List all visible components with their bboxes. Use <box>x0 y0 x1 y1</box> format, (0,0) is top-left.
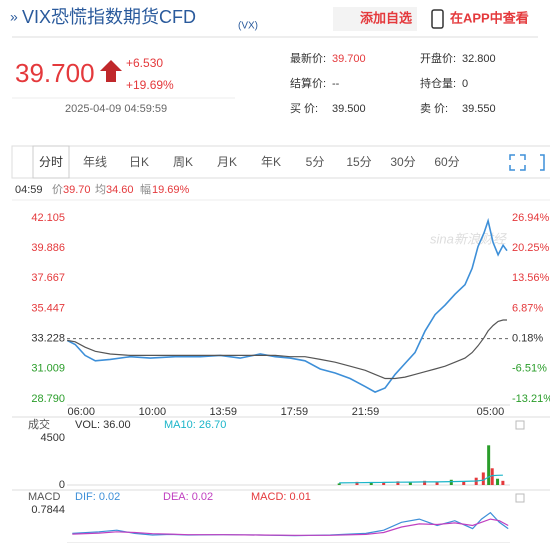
y2-tick-label: 0.18% <box>512 333 543 345</box>
legend-entry: DIF: 0.02 <box>75 491 120 503</box>
panel-title: 成交 <box>28 417 50 431</box>
x-tick-label: 10:00 <box>139 406 167 418</box>
y-tick-label: 35.447 <box>31 302 65 314</box>
panel-icon[interactable] <box>515 420 525 430</box>
volume-bar <box>496 478 500 485</box>
price-line <box>66 217 508 393</box>
quote-time: 2025-04-09 04:59:59 <box>65 103 167 115</box>
x-tick-label: 17:59 <box>281 406 309 418</box>
up-arrow <box>100 60 122 82</box>
volume-bar <box>449 479 453 485</box>
volume-bar <box>382 482 386 485</box>
volume-bar <box>355 481 359 485</box>
y2-tick-label: -6.51% <box>512 363 547 375</box>
x-tick-label: 21:59 <box>352 406 380 418</box>
legend-entry: VOL: 36.00 <box>75 419 131 431</box>
legend-entry: MACD: 0.01 <box>251 491 311 503</box>
field-label: 结算价: <box>290 76 326 90</box>
y-tick-label: 42.105 <box>31 212 65 224</box>
tab[interactable]: 15分 <box>346 155 371 169</box>
y-tick-label: 37.667 <box>31 272 65 284</box>
info-price: 39.70 <box>63 184 91 196</box>
watermark: sina新浪财经 <box>430 231 508 246</box>
field-value: 39.700 <box>332 53 366 65</box>
average-line <box>67 319 507 380</box>
y2-tick-label: 6.87% <box>512 302 543 314</box>
volume-bar <box>501 480 505 485</box>
tab[interactable]: 30分 <box>390 155 415 169</box>
panel-title: MACD <box>28 491 60 503</box>
tab[interactable]: 年线 <box>83 155 107 169</box>
fullscreen-icon[interactable] <box>509 154 545 171</box>
y2-tick-label: 13.56% <box>512 272 550 284</box>
field-label: 开盘价: <box>420 51 456 65</box>
field-label: 买 价: <box>290 102 318 115</box>
title: VIX恐慌指数期货CFD <box>22 7 196 27</box>
y-tick-label: 33.228 <box>31 333 65 345</box>
change-pct: +19.69% <box>126 78 174 92</box>
active-tab <box>32 145 70 179</box>
y-tick-label: 0 <box>59 479 65 491</box>
field-label: 卖 价: <box>420 102 448 115</box>
add-button[interactable]: 添加自选 <box>360 10 412 25</box>
field-value: 0 <box>462 78 468 90</box>
y2-tick-label: 26.94% <box>512 212 550 224</box>
info-avg: 34.60 <box>106 184 134 196</box>
indicator-line <box>339 474 503 484</box>
info-avg-label: 均 <box>95 183 106 196</box>
y-tick-label: 0.7844 <box>31 504 65 516</box>
info-pct: 19.69% <box>152 184 190 196</box>
volume-bar <box>462 481 466 485</box>
volume-bar <box>423 480 427 485</box>
indicator-line <box>72 518 509 536</box>
legend-entry: DEA: 0.02 <box>163 491 213 503</box>
field-label: 持仓量: <box>420 76 456 90</box>
info-pct-label: 幅 <box>140 183 151 196</box>
volume-bar <box>408 481 412 485</box>
y-tick-label: 31.009 <box>31 363 65 375</box>
field-value: 39.550 <box>462 103 496 115</box>
tab-bar <box>11 145 550 179</box>
volume-bar <box>490 468 494 485</box>
y2-tick-label: -13.21% <box>512 393 550 405</box>
x-tick-label: 06:00 <box>67 406 95 418</box>
tab[interactable]: 分时 <box>39 155 63 169</box>
info-price-label: 价 <box>52 183 63 196</box>
title-mark: » <box>10 9 18 25</box>
phone-icon <box>431 9 444 29</box>
volume-bar <box>369 482 373 485</box>
tab[interactable]: 60分 <box>434 155 459 169</box>
price: 39.700 <box>15 58 95 88</box>
y-tick-label: 4500 <box>41 432 65 444</box>
volume-bar <box>435 482 439 485</box>
panel-icon[interactable] <box>515 493 525 503</box>
app-link[interactable]: 在APP中查看 <box>450 10 529 25</box>
tab[interactable]: 周K <box>173 155 193 169</box>
volume-bar <box>481 472 485 485</box>
legend-entry: MA10: 26.70 <box>164 419 226 431</box>
field-value: 39.500 <box>332 103 366 115</box>
info-time: 04:59 <box>15 184 43 196</box>
change: +6.530 <box>126 56 163 70</box>
y-tick-label: 39.886 <box>31 242 65 254</box>
code: (VX) <box>238 21 258 32</box>
field-value: 32.800 <box>462 53 496 65</box>
x-tick-label: 05:00 <box>477 406 505 418</box>
field-value: -- <box>332 78 340 90</box>
volume-bar <box>487 445 491 485</box>
tab[interactable]: 月K <box>217 155 237 169</box>
y-tick-label: 28.790 <box>31 393 65 405</box>
x-tick-label: 13:59 <box>209 406 237 418</box>
volume-bar <box>337 483 341 485</box>
y2-tick-label: 20.25% <box>512 242 550 254</box>
volume-bar <box>396 481 400 485</box>
add-button-bg[interactable] <box>333 7 417 31</box>
field-label: 最新价: <box>290 51 326 65</box>
tab[interactable]: 日K <box>129 155 149 169</box>
tab[interactable]: 年K <box>261 155 281 169</box>
tab[interactable]: 5分 <box>306 155 325 169</box>
